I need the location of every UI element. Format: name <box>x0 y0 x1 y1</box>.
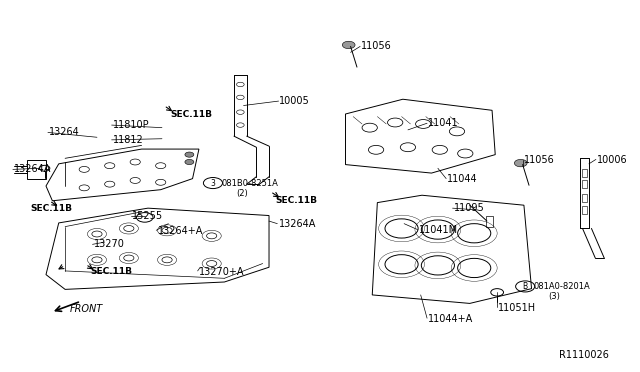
Text: 13270+A: 13270+A <box>199 267 244 277</box>
Text: 15255: 15255 <box>132 211 163 221</box>
Text: SEC.11B: SEC.11B <box>30 203 72 213</box>
Text: B: B <box>523 282 528 291</box>
Text: 11051H: 11051H <box>499 303 536 313</box>
Circle shape <box>185 152 194 157</box>
Text: 3: 3 <box>211 179 216 187</box>
Text: 13264A: 13264A <box>278 219 316 229</box>
Text: 11041: 11041 <box>428 118 459 128</box>
Text: SEC.11B: SEC.11B <box>91 267 132 276</box>
Bar <box>582 169 587 177</box>
Bar <box>582 206 587 214</box>
Circle shape <box>515 160 527 167</box>
Text: FRONT: FRONT <box>70 304 104 314</box>
Text: 11056: 11056 <box>524 155 555 165</box>
Circle shape <box>185 160 194 164</box>
Text: 11056: 11056 <box>362 41 392 51</box>
Bar <box>582 194 587 202</box>
Text: 11095: 11095 <box>454 203 484 213</box>
Text: 13264A: 13264A <box>14 164 51 174</box>
Bar <box>486 216 493 227</box>
Text: R1110026: R1110026 <box>559 350 609 359</box>
Text: SEC.11B: SEC.11B <box>275 196 317 205</box>
Text: (3): (3) <box>548 292 560 301</box>
Text: 081A0-8201A: 081A0-8201A <box>534 282 590 291</box>
Text: 13270: 13270 <box>94 239 125 249</box>
Text: SEC.11B: SEC.11B <box>170 109 212 119</box>
Text: 10006: 10006 <box>597 155 628 165</box>
Text: 11812: 11812 <box>113 135 143 145</box>
Text: 11041M: 11041M <box>419 225 458 235</box>
Bar <box>582 180 587 188</box>
Text: 11810P: 11810P <box>113 120 150 130</box>
Text: 11044+A: 11044+A <box>428 314 474 324</box>
Text: 13264+A: 13264+A <box>157 226 203 236</box>
Text: 13264: 13264 <box>49 128 80 138</box>
Circle shape <box>342 41 355 49</box>
Text: 081B0-8251A: 081B0-8251A <box>221 179 278 187</box>
Text: (2): (2) <box>236 189 248 198</box>
Text: 11044: 11044 <box>447 174 478 184</box>
Text: 10005: 10005 <box>278 96 309 106</box>
